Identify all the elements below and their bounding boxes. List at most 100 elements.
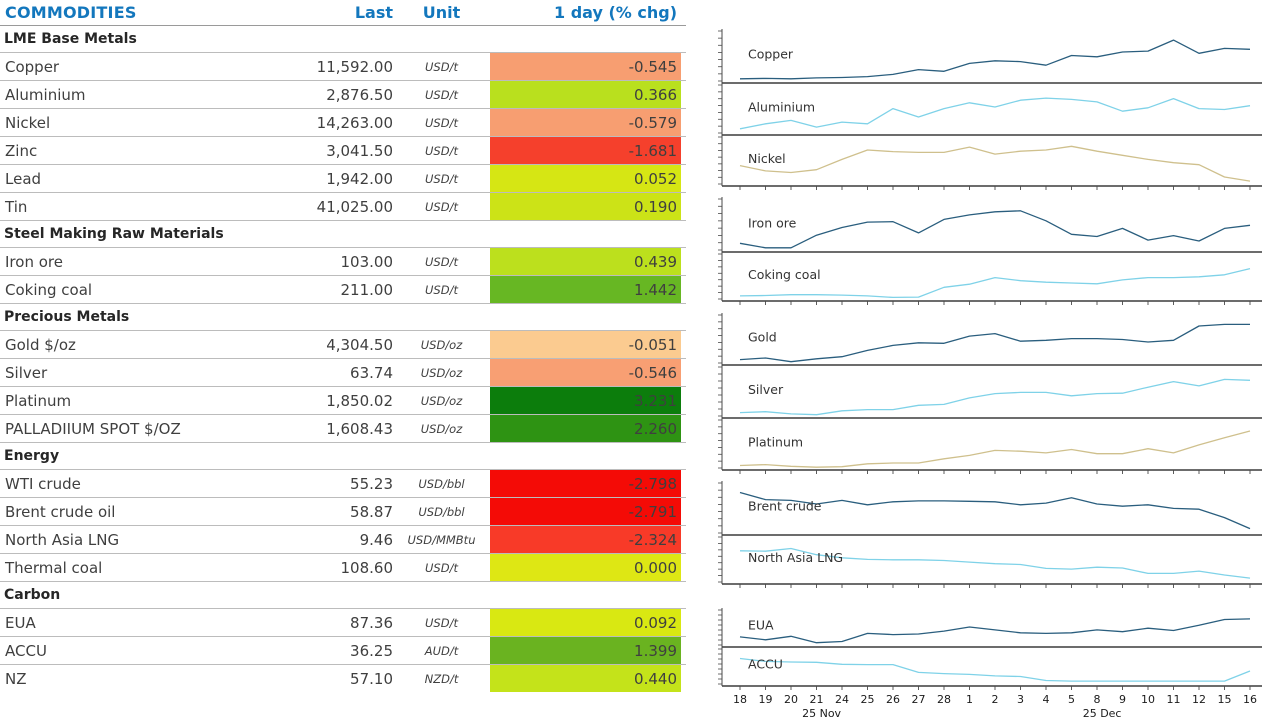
change-cell: -2.798 bbox=[490, 470, 681, 497]
last-value: 11,592.00 bbox=[316, 57, 393, 76]
x-axis-label: 27 bbox=[912, 693, 926, 706]
chart-label: Aluminium bbox=[748, 100, 815, 115]
last-value: 55.23 bbox=[350, 474, 393, 493]
x-axis-label: 11 bbox=[1167, 693, 1181, 706]
table-row: PALLADIIUM SPOT $/OZ 1,608.43 USD/oz 2.260 bbox=[0, 414, 686, 442]
table-row: ACCU 36.25 AUD/t 1.399 bbox=[0, 636, 686, 664]
change-cell: -0.579 bbox=[490, 109, 681, 136]
commodities-table: COMMODITIES Last Unit 1 day (% chg) LME … bbox=[0, 3, 686, 692]
unit-label: USD/t bbox=[425, 115, 458, 130]
change-cell: -1.681 bbox=[490, 137, 681, 164]
last-value: 36.25 bbox=[350, 641, 393, 660]
table-row: Platinum 1,850.02 USD/oz 3.231 bbox=[0, 386, 686, 414]
chart-label: Silver bbox=[748, 382, 784, 397]
commodity-label: Zinc bbox=[5, 141, 38, 160]
x-axis-label: 26 bbox=[886, 693, 900, 706]
chart-label: Iron ore bbox=[748, 215, 797, 230]
section-header: Energy bbox=[0, 442, 686, 469]
sparkline-iron-ore bbox=[739, 210, 1251, 249]
change-cell: 0.439 bbox=[490, 248, 681, 275]
sparkline-aluminium bbox=[739, 97, 1251, 130]
col-header-unit: Unit bbox=[422, 3, 461, 22]
change-cell: -2.791 bbox=[490, 498, 681, 525]
unit-label: USD/t bbox=[425, 560, 458, 575]
col-header-change: 1 day (% chg) bbox=[553, 3, 677, 22]
commodity-label: Platinum bbox=[5, 391, 72, 410]
x-axis-label: 18 bbox=[733, 693, 747, 706]
commodity-label: Gold $/oz bbox=[5, 335, 76, 354]
commodity-label: Brent crude oil bbox=[5, 502, 116, 521]
table-row: Coking coal 211.00 USD/t 1.442 bbox=[0, 275, 686, 303]
unit-label: USD/t bbox=[425, 87, 458, 102]
unit-label: USD/t bbox=[425, 143, 458, 158]
commodity-label: WTI crude bbox=[5, 474, 81, 493]
sparkline-gold bbox=[739, 323, 1250, 363]
chart-label: ACCU bbox=[748, 656, 783, 671]
table-row: Brent crude oil 58.87 USD/bbl -2.791 bbox=[0, 497, 686, 525]
change-cell: 0.092 bbox=[490, 609, 681, 636]
unit-label: USD/oz bbox=[420, 393, 463, 408]
commodity-label: ACCU bbox=[5, 641, 47, 660]
unit-label: AUD/t bbox=[424, 643, 459, 658]
sparkline-platinum bbox=[739, 430, 1251, 468]
x-axis-label: 4 bbox=[1043, 693, 1050, 706]
chart-label: Brent crude bbox=[748, 499, 822, 514]
unit-label: USD/oz bbox=[420, 337, 463, 352]
table-row: North Asia LNG 9.46 USD/MMBtu -2.324 bbox=[0, 525, 686, 553]
change-cell: 0.000 bbox=[490, 554, 681, 581]
table-row: Thermal coal 108.60 USD/t 0.000 bbox=[0, 553, 686, 581]
col-header-last: Last bbox=[354, 3, 393, 22]
chart-label: Nickel bbox=[748, 151, 786, 166]
unit-label: USD/t bbox=[425, 282, 458, 297]
sparkline-nickel bbox=[739, 145, 1251, 182]
change-cell: -2.324 bbox=[490, 526, 681, 553]
sparkline-north-asia-lng bbox=[739, 547, 1251, 579]
page-title: COMMODITIES bbox=[5, 3, 137, 22]
change-cell: 1.399 bbox=[490, 637, 681, 664]
last-value: 3,041.50 bbox=[326, 141, 393, 160]
table-row: Zinc 3,041.50 USD/t -1.681 bbox=[0, 136, 686, 164]
last-value: 103.00 bbox=[340, 252, 394, 271]
x-axis-label: 24 bbox=[835, 693, 849, 706]
change-cell: -0.545 bbox=[490, 53, 681, 80]
x-axis-label: 8 bbox=[1094, 693, 1101, 706]
unit-label: NZD/t bbox=[424, 671, 459, 686]
x-axis-label: 28 bbox=[937, 693, 951, 706]
commodity-label: Aluminium bbox=[5, 85, 86, 104]
unit-label: USD/t bbox=[425, 171, 458, 186]
chart-label: EUA bbox=[748, 617, 774, 632]
x-axis-label: 3 bbox=[1017, 693, 1024, 706]
sparkline-silver bbox=[739, 378, 1251, 416]
x-axis-label: 9 bbox=[1119, 693, 1126, 706]
last-value: 9.46 bbox=[359, 530, 393, 549]
table-body: LME Base Metals Copper 11,592.00 USD/t -0.54… bbox=[0, 26, 686, 692]
x-axis-label: 2 bbox=[992, 693, 999, 706]
month-label: 25 Nov bbox=[802, 707, 841, 720]
commodity-label: Copper bbox=[5, 57, 60, 76]
chart-label: North Asia LNG bbox=[748, 550, 843, 565]
sparkline-copper bbox=[739, 39, 1251, 80]
section-header: Carbon bbox=[0, 581, 686, 608]
unit-label: USD/oz bbox=[420, 365, 463, 380]
commodity-label: Thermal coal bbox=[5, 558, 103, 577]
unit-label: USD/t bbox=[425, 199, 458, 214]
x-axis-label: 12 bbox=[1192, 693, 1206, 706]
month-label: 25 Dec bbox=[1083, 707, 1122, 720]
chart-label: Platinum bbox=[748, 435, 803, 450]
commodity-label: Silver bbox=[5, 363, 48, 382]
table-row: NZ 57.10 NZD/t 0.440 bbox=[0, 664, 686, 692]
unit-label: USD/t bbox=[425, 254, 458, 269]
unit-label: USD/bbl bbox=[418, 504, 465, 519]
x-axis-label: 21 bbox=[810, 693, 824, 706]
last-value: 57.10 bbox=[350, 669, 393, 688]
x-axis-label: 5 bbox=[1068, 693, 1075, 706]
section-header: Precious Metals bbox=[0, 303, 686, 330]
table-row: Tin 41,025.00 USD/t 0.190 bbox=[0, 192, 686, 220]
table-row: Aluminium 2,876.50 USD/t 0.366 bbox=[0, 80, 686, 108]
table-row: Nickel 14,263.00 USD/t -0.579 bbox=[0, 108, 686, 136]
x-axis-label: 16 bbox=[1243, 693, 1257, 706]
x-axis-label: 10 bbox=[1141, 693, 1155, 706]
x-axis-label: 1 bbox=[966, 693, 973, 706]
sparkline-accu bbox=[739, 657, 1251, 682]
last-value: 108.60 bbox=[340, 558, 394, 577]
